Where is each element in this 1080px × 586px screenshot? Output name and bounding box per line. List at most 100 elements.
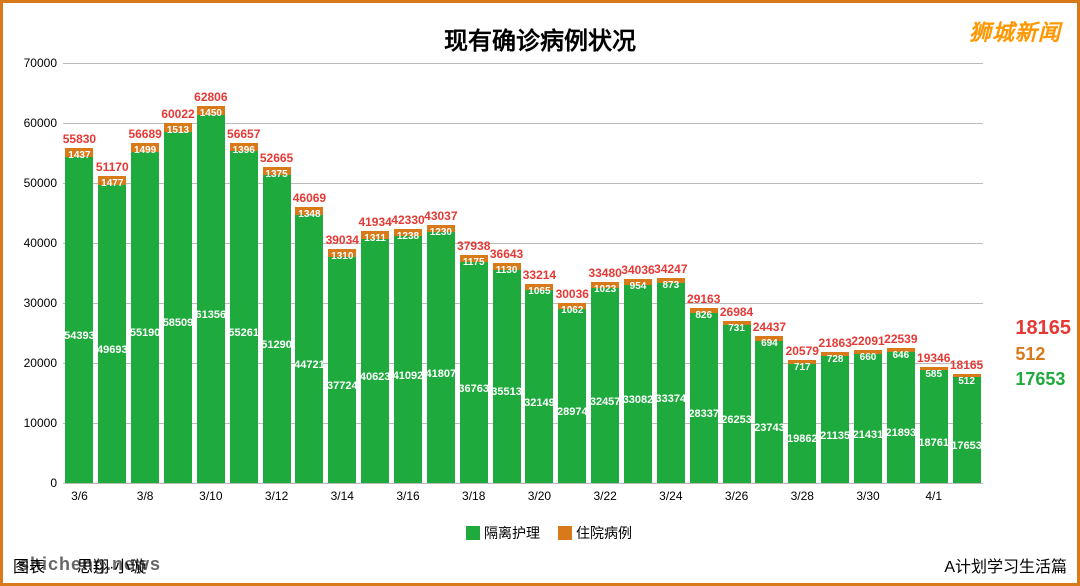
- legend-label-isolation: 隔离护理: [484, 525, 540, 541]
- bar-segment-isolation: [887, 352, 915, 483]
- x-tick-label: 3/28: [791, 489, 814, 503]
- x-tick-label: 3/22: [593, 489, 616, 503]
- bar-segment-isolation: [821, 356, 849, 483]
- y-tick-label: 10000: [24, 416, 57, 430]
- legend-label-hospital: 住院病例: [576, 525, 632, 541]
- bar-value-label-isolation: 21431: [853, 429, 884, 441]
- bar-value-label-hospital: 1238: [397, 231, 419, 242]
- bar-segment-isolation: [854, 354, 882, 483]
- bar-value-label-hospital: 1311: [364, 233, 386, 244]
- bar-segment-isolation: [427, 232, 455, 483]
- bar-total-label: 30036: [556, 287, 589, 301]
- legend: 隔离护理 住院病例: [3, 523, 1077, 543]
- bar-segment-isolation: [361, 239, 389, 483]
- bar-segment-isolation: [65, 157, 93, 483]
- bar-total-label: 18165: [950, 358, 983, 372]
- bar-value-label-hospital: 1499: [134, 145, 156, 156]
- x-tick-label: 3/14: [331, 489, 354, 503]
- x-tick-label: 3/20: [528, 489, 551, 503]
- bar-value-label-hospital: 826: [695, 310, 712, 321]
- bar-total-label: 20579: [786, 344, 819, 358]
- bar-total-label: 51170: [96, 160, 129, 174]
- chart-container: 狮城新闻 现有确诊病例状况 01000020000300004000050000…: [0, 0, 1080, 586]
- x-tick-label: 4/1: [925, 489, 942, 503]
- bar-value-label-hospital: 660: [860, 352, 877, 363]
- bar-total-label: 46069: [293, 191, 326, 205]
- legend-swatch-hospital: [558, 526, 572, 540]
- y-tick-label: 70000: [24, 56, 57, 70]
- bar-value-label-hospital: 1375: [265, 169, 287, 180]
- bar-value-label-hospital: 1437: [68, 150, 90, 161]
- bar-value-label-isolation: 61356: [196, 309, 227, 321]
- x-tick-label: 3/6: [71, 489, 88, 503]
- bar-segment-isolation: [755, 341, 783, 483]
- bar-value-label-hospital: 1396: [233, 145, 255, 156]
- bar-value-label-isolation: 40623: [360, 371, 391, 383]
- bar-segment-isolation: [920, 370, 948, 483]
- bar-value-label-hospital: 954: [630, 281, 647, 292]
- bar-total-label: 36643: [490, 247, 523, 261]
- bar-segment-isolation: [394, 236, 422, 483]
- bar-value-label-isolation: 33374: [656, 393, 687, 405]
- bar-value-label-isolation: 49693: [97, 344, 128, 356]
- bar-value-label-isolation: 23743: [754, 422, 785, 434]
- gridline: [63, 483, 983, 484]
- x-tick-label: 3/18: [462, 489, 485, 503]
- y-tick-label: 40000: [24, 236, 57, 250]
- bar-value-label-hospital: 873: [663, 280, 680, 291]
- bar-value-label-hospital: 1062: [561, 305, 583, 316]
- bar-value-label-hospital: 1310: [331, 251, 353, 262]
- bar-value-label-isolation: 17653: [951, 440, 982, 452]
- bar-value-label-hospital: 1175: [463, 257, 485, 268]
- bar-total-label: 21863: [818, 336, 851, 350]
- y-tick-label: 50000: [24, 176, 57, 190]
- x-tick-label: 3/16: [396, 489, 419, 503]
- bar-value-label-hospital: 1130: [496, 265, 518, 276]
- bar-value-label-isolation: 41807: [426, 368, 457, 380]
- x-tick-label: 3/26: [725, 489, 748, 503]
- bar-value-label-hospital: 1477: [101, 178, 123, 189]
- x-tick-label: 3/30: [856, 489, 879, 503]
- bar-value-label-hospital: 1513: [167, 125, 189, 136]
- bar-segment-isolation: [953, 377, 981, 483]
- side-value-labels: 1816551217653: [1015, 313, 1071, 394]
- bar-value-label-hospital: 585: [925, 369, 942, 380]
- bar-value-label-hospital: 1023: [594, 284, 616, 295]
- bar-value-label-isolation: 26253: [721, 414, 752, 426]
- bar-segment-isolation: [591, 288, 619, 483]
- bar-value-label-hospital: 646: [893, 350, 910, 361]
- bar-total-label: 37938: [457, 239, 490, 253]
- bar-value-label-hospital: 1230: [430, 227, 452, 238]
- side-label: 512: [1015, 344, 1071, 365]
- bar-total-label: 26984: [720, 305, 753, 319]
- bar-segment-isolation: [460, 262, 488, 483]
- bar-total-label: 34247: [654, 262, 687, 276]
- bar-value-label-isolation: 58509: [163, 317, 194, 329]
- bar-value-label-hospital: 728: [827, 354, 844, 365]
- bar-segment-isolation: [558, 309, 586, 483]
- bar-value-label-isolation: 37724: [327, 380, 358, 392]
- x-tick-label: 3/8: [137, 489, 154, 503]
- x-tick-label: 3/10: [199, 489, 222, 503]
- legend-swatch-isolation: [466, 526, 480, 540]
- plot-area: 0100002000030000400005000060000700005439…: [63, 63, 983, 483]
- bar-total-label: 22539: [884, 332, 917, 346]
- bar-total-label: 24437: [753, 320, 786, 334]
- bar-value-label-isolation: 36763: [458, 383, 489, 395]
- side-label: 18165: [1015, 317, 1071, 340]
- x-tick-label: 3/24: [659, 489, 682, 503]
- bar-segment-isolation: [197, 115, 225, 483]
- bar-segment-isolation: [493, 270, 521, 483]
- bar-total-label: 41934: [358, 215, 391, 229]
- bar-value-label-isolation: 41092: [393, 370, 424, 382]
- y-tick-label: 60000: [24, 116, 57, 130]
- bar-segment-isolation: [263, 175, 291, 483]
- bar-segment-isolation: [230, 151, 258, 483]
- bar-segment-isolation: [657, 283, 685, 483]
- bar-value-label-hospital: 717: [794, 362, 811, 373]
- bar-value-label-isolation: 21135: [820, 430, 850, 442]
- bar-value-label-hospital: 1348: [298, 209, 320, 220]
- bar-value-label-hospital: 731: [728, 323, 745, 334]
- bar-value-label-hospital: 1065: [528, 286, 550, 297]
- bar-value-label-isolation: 44721: [294, 359, 325, 371]
